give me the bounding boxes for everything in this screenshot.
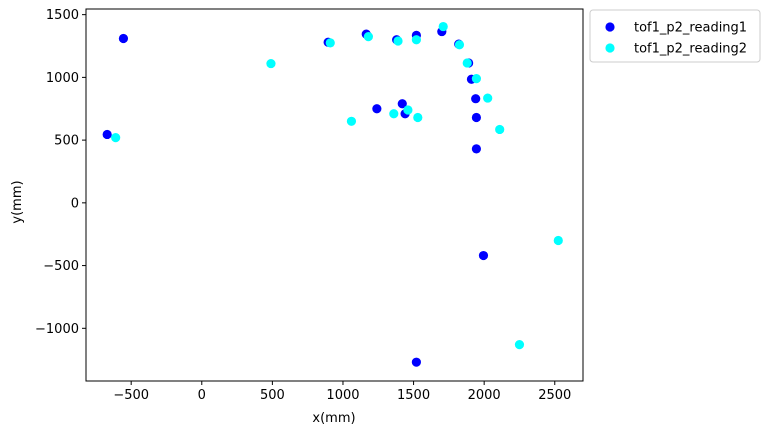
y-axis-label: y(mm) (10, 180, 25, 223)
data-point-series2-1 (111, 133, 121, 143)
data-point-series2-6 (411, 35, 421, 45)
data-point-series1-18 (411, 357, 421, 367)
data-point-series2-11 (438, 21, 448, 32)
legend-marker-2 (605, 43, 615, 53)
plot-area (102, 21, 563, 367)
y-tick-label: −1000 (35, 322, 79, 337)
x-tick-label: −500 (113, 388, 149, 403)
data-point-series1-8 (397, 99, 407, 109)
data-point-series1-7 (372, 104, 382, 114)
data-point-series1-2 (102, 129, 112, 140)
x-tick-label: 2000 (468, 388, 501, 403)
data-point-series2-13 (462, 58, 472, 68)
data-point-series2-8 (389, 109, 399, 119)
data-point-series1-14 (471, 94, 481, 104)
legend-marker-1 (605, 22, 615, 32)
data-point-series2-7 (346, 116, 357, 126)
series-2 (111, 21, 563, 350)
axes: −500 0 500 1000 1500 2000 2500 −1000 −500 0 500 100… (35, 8, 584, 403)
x-tick-label: 0 (198, 388, 206, 403)
data-point-series1-15 (471, 112, 481, 123)
data-point-series2-10 (413, 112, 423, 123)
legend-label-1: tof1_p2_reading1 (634, 21, 747, 36)
legend-label-2: tof1_p2_reading2 (634, 42, 747, 57)
x-axis-label: x(mm) (312, 411, 355, 426)
data-point-series2-2 (266, 58, 276, 69)
data-point-series2-3 (325, 38, 335, 48)
data-point-series2-18 (514, 340, 525, 350)
y-tick-label: 1000 (46, 71, 79, 86)
y-tick-label: 500 (54, 134, 79, 149)
data-point-series2-14 (471, 74, 481, 84)
data-point-series2-9 (403, 105, 413, 115)
data-point-series2-5 (393, 36, 403, 46)
data-point-series2-4 (363, 31, 373, 42)
x-tick-label: 500 (260, 388, 285, 403)
x-tick-label: 1000 (326, 388, 359, 403)
data-point-series2-16 (495, 124, 505, 135)
legend: tof1_p2_reading1 tof1_p2_reading2 (589, 9, 761, 63)
data-point-series2-17 (553, 235, 563, 246)
y-tick-label: 1500 (46, 8, 79, 23)
data-point-series2-15 (483, 93, 493, 103)
y-tick-label: 0 (71, 196, 79, 211)
data-point-series2-12 (454, 40, 465, 50)
x-tick-label: 1500 (397, 388, 430, 403)
data-point-series1-16 (471, 144, 481, 154)
y-tick-label: −500 (43, 259, 79, 274)
data-point-series1-1 (118, 33, 129, 44)
data-point-series1-17 (478, 250, 489, 261)
x-tick-label: 2500 (538, 388, 571, 403)
legend-box (589, 9, 761, 63)
plot-frame (85, 8, 584, 382)
